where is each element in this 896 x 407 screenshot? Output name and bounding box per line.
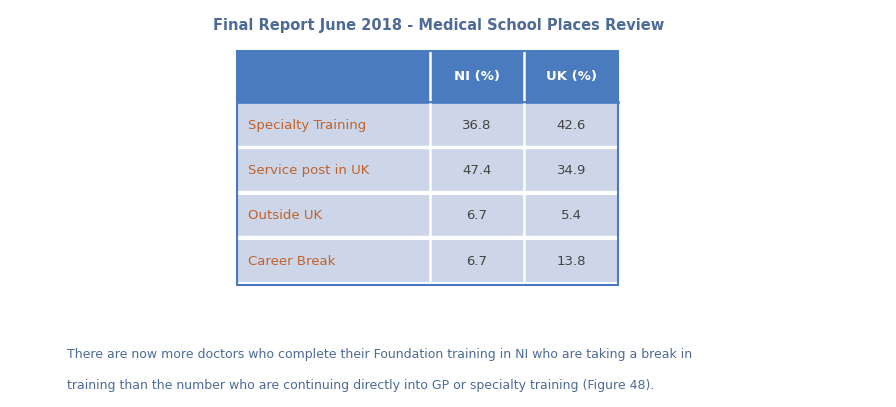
Text: 42.6: 42.6 [556, 119, 586, 132]
Bar [237, 51, 618, 102]
Text: 6.7: 6.7 [467, 255, 487, 267]
Text: 6.7: 6.7 [467, 210, 487, 222]
Text: 34.9: 34.9 [556, 164, 586, 177]
Text: Career Break: Career Break [248, 255, 336, 267]
Text: 5.4: 5.4 [561, 210, 582, 222]
Text: There are now more doctors who complete their Foundation training in NI who are : There are now more doctors who complete … [67, 348, 693, 361]
Bar [237, 195, 618, 237]
Text: Specialty Training: Specialty Training [248, 119, 366, 132]
Text: Final Report June 2018 - Medical School Places Review: Final Report June 2018 - Medical School … [213, 18, 665, 33]
Text: training than the number who are continuing directly into GP or specialty traini: training than the number who are continu… [67, 379, 655, 392]
Text: Service post in UK: Service post in UK [248, 164, 369, 177]
Bar [237, 149, 618, 192]
Bar [237, 104, 618, 147]
Text: 47.4: 47.4 [462, 164, 492, 177]
Bar [237, 51, 618, 285]
Text: 13.8: 13.8 [556, 255, 586, 267]
Text: NI (%): NI (%) [454, 70, 500, 83]
Text: UK (%): UK (%) [546, 70, 597, 83]
Text: Outside UK: Outside UK [248, 210, 323, 222]
Text: 36.8: 36.8 [462, 119, 492, 132]
Bar [237, 240, 618, 282]
